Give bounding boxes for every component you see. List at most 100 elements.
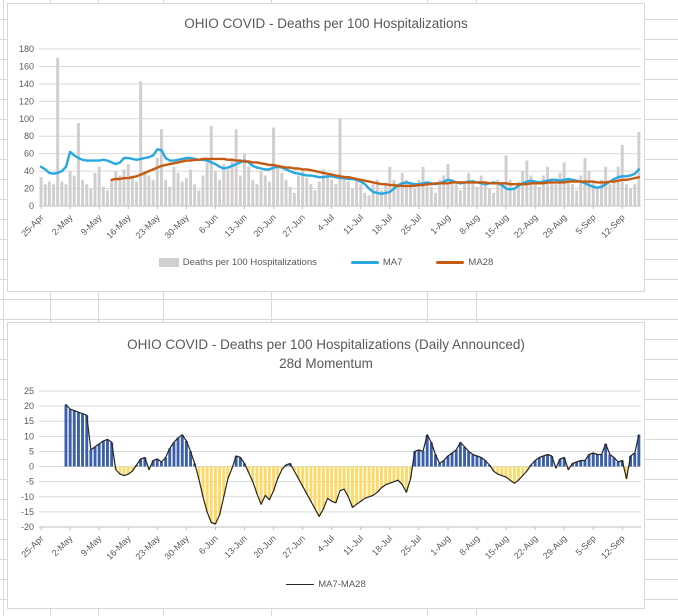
- deaths-bar[interactable]: [512, 188, 516, 206]
- momentum-bar[interactable]: [425, 434, 429, 467]
- momentum-bar[interactable]: [483, 460, 487, 467]
- momentum-bar[interactable]: [629, 456, 632, 467]
- deaths-bar[interactable]: [508, 179, 512, 206]
- deaths-bar[interactable]: [517, 181, 520, 206]
- momentum-bar[interactable]: [604, 443, 608, 467]
- deaths-bar[interactable]: [106, 190, 109, 206]
- momentum-bar[interactable]: [81, 413, 84, 467]
- momentum-bar[interactable]: [612, 457, 616, 467]
- momentum-bar[interactable]: [608, 454, 612, 467]
- momentum-bar[interactable]: [400, 466, 404, 485]
- momentum-bar[interactable]: [380, 466, 383, 488]
- chart-deaths-per-100-hospitalizations[interactable]: OHIO COVID - Deaths per 100 Hospitalizat…: [7, 3, 645, 292]
- momentum-bar[interactable]: [126, 466, 130, 475]
- momentum-bar[interactable]: [309, 466, 313, 502]
- momentum-bar[interactable]: [620, 460, 624, 467]
- deaths-bar[interactable]: [521, 171, 525, 206]
- deaths-bar[interactable]: [471, 179, 475, 206]
- momentum-bar[interactable]: [504, 466, 508, 478]
- deaths-bar[interactable]: [284, 179, 288, 206]
- momentum-bar[interactable]: [384, 466, 388, 485]
- momentum-bar[interactable]: [492, 466, 495, 472]
- deaths-bar[interactable]: [400, 172, 404, 206]
- momentum-bar[interactable]: [351, 466, 354, 508]
- deaths-bar[interactable]: [467, 172, 471, 206]
- deaths-bar[interactable]: [326, 175, 329, 207]
- deaths-bar[interactable]: [184, 178, 188, 206]
- momentum-bar[interactable]: [247, 466, 251, 473]
- deaths-bar[interactable]: [126, 164, 130, 206]
- deaths-bar[interactable]: [562, 162, 566, 206]
- deaths-bar[interactable]: [85, 184, 89, 206]
- momentum-bar[interactable]: [321, 466, 325, 509]
- momentum-bar[interactable]: [72, 410, 76, 467]
- momentum-bar[interactable]: [64, 404, 68, 467]
- deaths-bar[interactable]: [342, 175, 346, 207]
- deaths-bar[interactable]: [409, 184, 412, 206]
- momentum-bar[interactable]: [155, 459, 159, 467]
- deaths-bar[interactable]: [608, 184, 612, 206]
- momentum-bar[interactable]: [438, 463, 442, 467]
- deaths-bar[interactable]: [351, 188, 354, 206]
- momentum-bar[interactable]: [458, 442, 462, 467]
- momentum-bar[interactable]: [595, 454, 599, 467]
- deaths-bar[interactable]: [558, 172, 562, 206]
- chart-28d-momentum[interactable]: OHIO COVID - Deaths per 100 Hospitalizat…: [7, 322, 645, 609]
- momentum-bar[interactable]: [463, 446, 466, 467]
- momentum-bar[interactable]: [405, 466, 408, 493]
- deaths-bar[interactable]: [496, 179, 500, 206]
- momentum-bar[interactable]: [288, 463, 292, 467]
- deaths-bar[interactable]: [421, 166, 425, 207]
- momentum-bar[interactable]: [205, 466, 209, 512]
- deaths-bar[interactable]: [317, 181, 321, 206]
- momentum-bar[interactable]: [442, 460, 446, 467]
- momentum-bar[interactable]: [338, 466, 342, 491]
- momentum-bar[interactable]: [542, 456, 545, 467]
- momentum-bar[interactable]: [388, 466, 392, 484]
- deaths-bar[interactable]: [276, 166, 280, 207]
- momentum-bar[interactable]: [533, 460, 537, 467]
- deaths-bar[interactable]: [550, 179, 554, 206]
- momentum-bar[interactable]: [359, 466, 363, 502]
- deaths-bar[interactable]: [616, 166, 620, 207]
- deaths-bar[interactable]: [130, 175, 134, 207]
- momentum-bar[interactable]: [184, 440, 188, 467]
- deaths-bar[interactable]: [330, 179, 334, 206]
- momentum-bar[interactable]: [417, 449, 421, 467]
- deaths-bar[interactable]: [56, 57, 60, 207]
- momentum-bar[interactable]: [218, 466, 221, 515]
- momentum-bar[interactable]: [130, 466, 134, 472]
- deaths-bar[interactable]: [234, 129, 238, 206]
- deaths-bar[interactable]: [89, 188, 93, 206]
- momentum-bar[interactable]: [209, 466, 213, 523]
- momentum-bar[interactable]: [500, 466, 504, 476]
- momentum-bar[interactable]: [454, 449, 458, 467]
- momentum-bar[interactable]: [139, 459, 143, 467]
- deaths-bar[interactable]: [222, 164, 226, 206]
- deaths-bars-series[interactable]: [39, 57, 641, 207]
- momentum-bar[interactable]: [164, 457, 168, 467]
- momentum-bar[interactable]: [89, 449, 93, 467]
- deaths-bar[interactable]: [595, 188, 599, 206]
- deaths-bar[interactable]: [579, 175, 583, 207]
- deaths-bar[interactable]: [259, 171, 263, 206]
- momentum-bar[interactable]: [583, 460, 587, 467]
- momentum-bar[interactable]: [479, 457, 483, 467]
- momentum-bar[interactable]: [558, 459, 562, 467]
- deaths-bar[interactable]: [230, 158, 234, 206]
- deaths-bar[interactable]: [591, 181, 595, 206]
- deaths-bar[interactable]: [305, 178, 309, 206]
- deaths-bar[interactable]: [542, 175, 545, 207]
- momentum-bar[interactable]: [450, 453, 454, 467]
- momentum-bar[interactable]: [97, 443, 101, 467]
- momentum-bar[interactable]: [110, 442, 114, 467]
- momentum-bar[interactable]: [301, 466, 305, 487]
- momentum-bar[interactable]: [85, 415, 89, 467]
- deaths-bar[interactable]: [546, 166, 549, 207]
- deaths-bar[interactable]: [139, 81, 143, 206]
- momentum-bar[interactable]: [575, 462, 579, 467]
- momentum-bar[interactable]: [201, 466, 205, 497]
- momentum-bar[interactable]: [93, 446, 97, 467]
- deaths-bar[interactable]: [301, 171, 305, 206]
- momentum-bar[interactable]: [633, 453, 637, 467]
